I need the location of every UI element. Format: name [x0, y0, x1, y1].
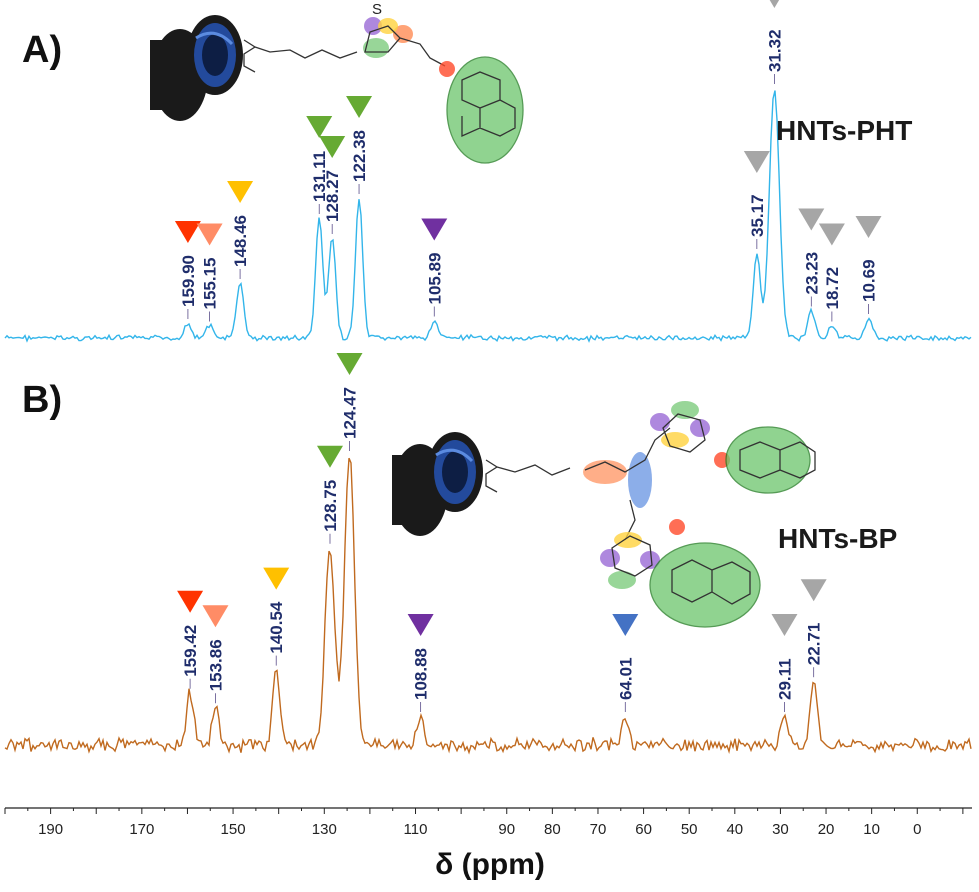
peak-0-10: 18.72	[818, 223, 845, 322]
peak-label: 153.86	[206, 639, 225, 691]
x-axis-title: δ (ppm)	[435, 848, 545, 881]
peak-label: 128.75	[321, 480, 340, 532]
peak-0-9: 23.23	[798, 208, 825, 307]
peak-0-7: 35.17	[743, 151, 770, 249]
sample-label-pht: HNTs-PHT	[776, 115, 912, 146]
spectrum-line-0	[4, 90, 972, 343]
x-tick-label: 40	[726, 821, 743, 838]
panel-b-label: B)	[22, 379, 62, 421]
peak-1-5: 108.88	[407, 614, 434, 712]
peak-label: 148.46	[231, 215, 250, 267]
x-tick-label: 0	[913, 821, 921, 838]
peak-1-3: 128.75	[316, 445, 343, 544]
peak-0-11: 10.69	[855, 216, 882, 314]
peak-marker-triangle	[771, 614, 798, 636]
peak-marker-triangle	[612, 614, 639, 636]
peak-marker-triangle	[319, 136, 346, 158]
peak-label: 128.27	[323, 170, 342, 222]
peak-marker-triangle	[407, 614, 434, 636]
panel-a-label: A)	[22, 29, 62, 71]
x-tick-label: 190	[38, 821, 63, 838]
peak-marker-triangle	[263, 567, 290, 590]
peak-0-0: 159.90	[174, 221, 201, 319]
x-tick-label: 150	[221, 821, 246, 838]
peak-marker-triangle	[798, 208, 825, 231]
peak-marker-triangle	[196, 223, 223, 246]
sulfur-atom-label: S	[372, 1, 382, 18]
peak-label: 159.90	[179, 255, 198, 307]
peak-1-2: 140.54	[263, 567, 290, 666]
peak-marker-triangle	[227, 181, 254, 203]
peak-label: 105.89	[425, 253, 444, 305]
peak-label: 122.38	[350, 130, 369, 182]
peak-label: 23.23	[802, 252, 821, 295]
peak-1-1: 153.86	[202, 605, 229, 704]
peak-marker-triangle	[177, 590, 204, 613]
peak-label: 124.47	[341, 387, 360, 439]
peak-0-8: 31.32	[765, 0, 784, 84]
peak-label: 64.01	[616, 657, 635, 700]
chart-labels: A) B) HNTs-PHT HNTs-BP δ (ppm)	[22, 29, 912, 881]
peak-marker-triangle	[174, 221, 201, 243]
peak-0-3: 131.11	[306, 116, 333, 214]
x-tick-label: 170	[129, 821, 154, 838]
x-tick-label: 110	[404, 821, 428, 838]
peak-marker-triangle	[769, 0, 780, 8]
peak-0-2: 148.46	[227, 181, 254, 279]
svg-text:S: S	[372, 1, 382, 18]
x-tick-label: 80	[544, 821, 561, 838]
peak-1-4: 124.47	[336, 353, 363, 451]
peak-label: 22.71	[805, 623, 824, 666]
x-axis: 190 170 150 130 110 90 80 70 60 50 40 30 20 10 0	[4, 807, 972, 838]
pht-linker-structure-icon	[243, 17, 524, 164]
peak-marker-triangle	[202, 605, 229, 628]
series-1: 159.42 153.86 140.54 128.75 124.47 108.88 64.0…	[4, 353, 972, 755]
peak-label: 131.11	[310, 151, 329, 202]
peak-label: 18.72	[823, 267, 842, 310]
peak-label: 155.15	[201, 258, 220, 310]
peak-1-0: 159.42	[177, 590, 204, 689]
peak-marker-triangle	[800, 579, 827, 602]
peak-1-7: 29.11	[771, 614, 798, 712]
peak-marker-triangle	[306, 116, 333, 138]
halloysite-nanotube-b-icon	[392, 432, 483, 536]
peak-marker-triangle	[421, 218, 448, 241]
peak-label: 159.42	[181, 625, 200, 677]
x-tick-label: 130	[312, 821, 337, 838]
x-tick-label: 20	[818, 821, 835, 838]
peak-1-8: 22.71	[800, 579, 827, 678]
peak-marker-triangle	[855, 216, 882, 238]
peak-marker-triangle	[336, 353, 363, 375]
peak-0-5: 122.38	[346, 96, 373, 194]
bp-linker-structure-icon	[485, 401, 816, 628]
peak-0-6: 105.89	[421, 218, 448, 317]
peak-marker-triangle	[346, 96, 373, 118]
peak-0-4: 128.27	[319, 136, 346, 234]
x-tick-label: 60	[635, 821, 652, 838]
peak-label: 35.17	[748, 194, 767, 237]
x-tick-label: 90	[498, 821, 515, 838]
peak-label: 31.32	[765, 29, 784, 72]
peak-marker-triangle	[743, 151, 770, 173]
peak-0-1: 155.15	[196, 223, 223, 322]
sample-label-bp: HNTs-BP	[778, 523, 897, 554]
peak-marker-triangle	[316, 445, 343, 468]
x-tick-label: 70	[590, 821, 607, 838]
halloysite-nanotube-a-icon	[150, 15, 243, 121]
peak-1-6: 64.01	[612, 614, 639, 712]
peak-label: 10.69	[860, 259, 879, 302]
peak-marker-triangle	[818, 223, 845, 246]
x-tick-label: 10	[863, 821, 880, 838]
spectrum-line-1	[4, 457, 972, 755]
peak-label: 29.11	[775, 658, 794, 700]
peak-label: 108.88	[412, 648, 431, 700]
peak-label: 140.54	[267, 601, 286, 654]
molecule-illustrations: S	[150, 1, 816, 628]
x-tick-label: 30	[772, 821, 789, 838]
x-tick-label: 50	[681, 821, 698, 838]
